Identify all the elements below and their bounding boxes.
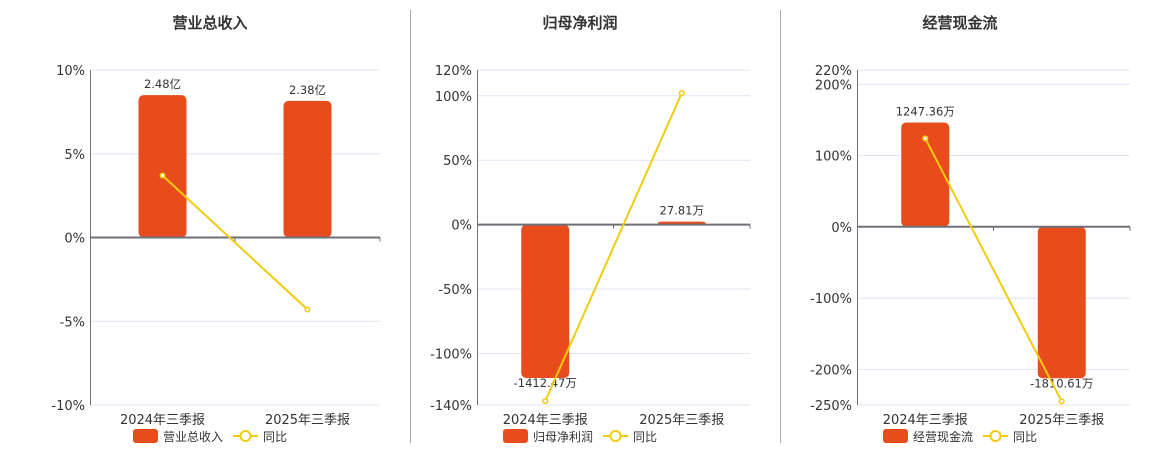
bar-data-label: 27.81万 bbox=[660, 204, 704, 218]
x-tick-label: 2024年三季报 bbox=[883, 413, 968, 428]
y-tick-label: 10% bbox=[56, 64, 85, 79]
x-tick-label: 2024年三季报 bbox=[120, 413, 205, 428]
y-tick-label: 0% bbox=[451, 219, 472, 234]
bar-data-label: 1247.36万 bbox=[896, 104, 955, 118]
y-tick-label: 50% bbox=[443, 154, 472, 169]
bar bbox=[521, 224, 570, 378]
bar-data-label: -1810.61万 bbox=[1030, 376, 1093, 390]
y-tick-label: -10% bbox=[51, 399, 85, 414]
bar bbox=[138, 95, 187, 238]
x-tick-label: 2025年三季报 bbox=[639, 413, 724, 428]
bar bbox=[283, 100, 332, 238]
yoy-point bbox=[304, 306, 311, 313]
x-tick-label: 2025年三季报 bbox=[265, 413, 350, 428]
yoy-point bbox=[678, 90, 685, 97]
chart-title: 营业总收入 bbox=[172, 14, 247, 32]
legend-bar-label: 营业总收入 bbox=[163, 430, 223, 444]
x-tick-label: 2024年三季报 bbox=[503, 413, 588, 428]
yoy-line bbox=[544, 92, 683, 402]
y-tick-label: 200% bbox=[815, 78, 852, 93]
yoy-point bbox=[159, 172, 166, 179]
yoy-point bbox=[1058, 398, 1065, 405]
y-tick-label: 120% bbox=[435, 64, 472, 79]
legend-line-marker bbox=[989, 430, 1002, 442]
x-tick-label: 2025年三季报 bbox=[1019, 413, 1104, 428]
y-tick-label: 100% bbox=[435, 90, 472, 105]
chart-title: 经营现金流 bbox=[922, 14, 997, 32]
y-tick-label: -100% bbox=[430, 347, 472, 362]
legend-bar-swatch bbox=[133, 429, 158, 443]
y-tick-label: -100% bbox=[810, 292, 852, 307]
legend-line-label: 同比 bbox=[263, 430, 287, 444]
bar bbox=[1037, 226, 1086, 379]
legend-line-marker bbox=[239, 430, 252, 442]
legend-line-label: 同比 bbox=[633, 430, 657, 444]
yoy-point bbox=[542, 398, 549, 405]
legend-bar-swatch bbox=[503, 429, 528, 443]
legend-bar-swatch bbox=[883, 429, 908, 443]
yoy-line bbox=[161, 174, 309, 311]
legend-bar-label: 经营现金流 bbox=[913, 429, 973, 444]
yoy-line bbox=[924, 137, 1063, 402]
bar-data-label: 2.48亿 bbox=[144, 77, 181, 91]
y-tick-label: -50% bbox=[438, 283, 472, 298]
y-tick-label: 0% bbox=[64, 232, 85, 247]
legend-line-marker bbox=[609, 430, 622, 442]
y-tick-label: 100% bbox=[815, 150, 852, 165]
y-tick-label: -250% bbox=[810, 399, 852, 414]
chart-title: 归母净利润 bbox=[542, 14, 617, 32]
legend-line-label: 同比 bbox=[1013, 430, 1037, 444]
y-tick-label: -140% bbox=[430, 399, 472, 414]
bar bbox=[901, 122, 950, 227]
y-tick-label: 0% bbox=[831, 221, 852, 236]
bar-data-label: 2.38亿 bbox=[289, 83, 326, 97]
y-tick-label: -5% bbox=[60, 315, 85, 330]
yoy-point bbox=[922, 135, 929, 142]
y-tick-label: 5% bbox=[64, 148, 85, 163]
bar-data-label: -1412.47万 bbox=[514, 376, 577, 390]
y-tick-label: -200% bbox=[810, 363, 852, 378]
legend-bar-label: 归母净利润 bbox=[533, 430, 593, 444]
y-tick-label: 220% bbox=[815, 64, 852, 79]
